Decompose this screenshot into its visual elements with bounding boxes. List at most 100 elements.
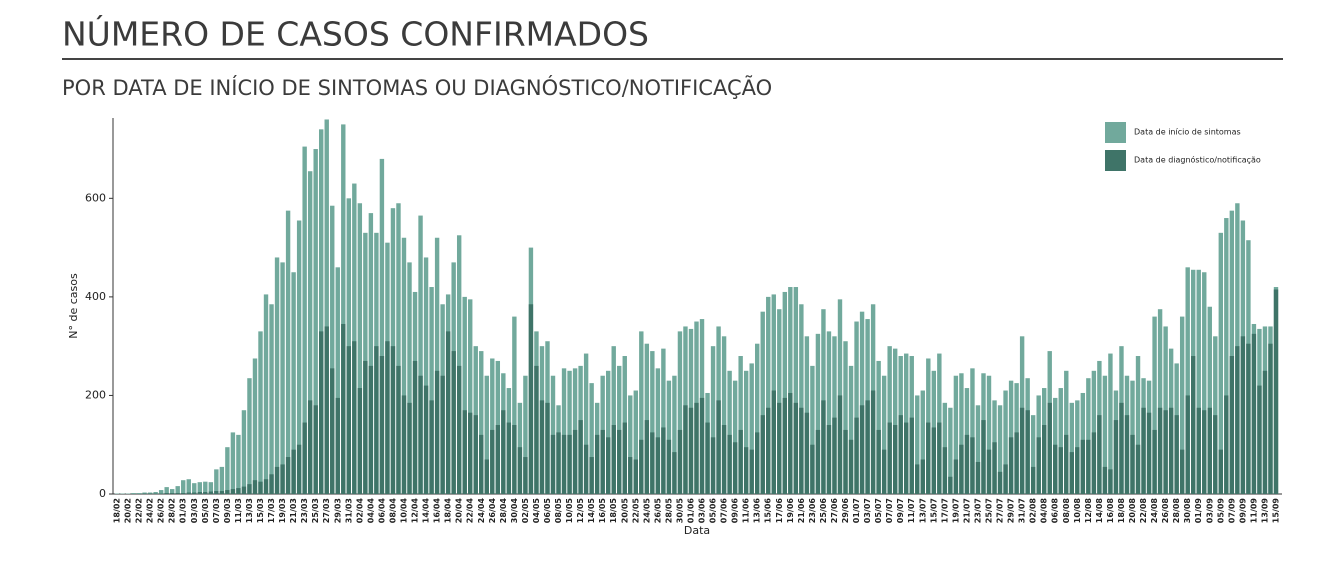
x-tick-label: 29/06 (841, 498, 850, 524)
bar (1268, 343, 1273, 494)
bar (214, 469, 219, 494)
bar (959, 444, 964, 494)
bar (1157, 407, 1163, 494)
bar (1064, 434, 1069, 494)
bar (986, 449, 992, 494)
bar (661, 427, 666, 494)
bar (330, 368, 335, 494)
x-tick-label: 30/05 (675, 498, 684, 524)
bar (225, 490, 230, 494)
bar (241, 486, 247, 494)
bar (456, 365, 462, 494)
bar (611, 425, 616, 494)
x-tick-label: 22/02 (135, 498, 144, 523)
bar (197, 482, 202, 494)
x-tick-label: 15/06 (764, 498, 773, 524)
bar (545, 402, 550, 494)
bar (887, 422, 892, 494)
bar (1064, 370, 1069, 494)
bar (368, 365, 374, 494)
bar (479, 434, 484, 494)
bar (964, 434, 970, 494)
bar (484, 375, 489, 494)
bar (258, 481, 263, 494)
bar (319, 129, 324, 494)
bar (363, 360, 368, 494)
x-tick-label: 16/05 (598, 498, 607, 524)
bar (136, 493, 142, 494)
x-tick-label: 15/09 (1272, 498, 1281, 524)
bar (302, 146, 307, 494)
y-tick-label: 600 (85, 191, 106, 204)
bar (799, 304, 804, 494)
x-tick-label: 05/09 (1216, 498, 1225, 524)
bar (997, 471, 1003, 494)
bar (561, 434, 567, 494)
bar (788, 392, 793, 494)
bar (396, 203, 401, 495)
bar (523, 375, 528, 494)
bar (1273, 289, 1279, 494)
bar (1196, 269, 1201, 494)
x-tick-label: 19/07 (951, 498, 960, 523)
bar (617, 429, 622, 494)
bar (655, 368, 661, 494)
bar (291, 272, 296, 494)
x-tick-label: 18/08 (1117, 498, 1126, 524)
bar (1102, 375, 1108, 494)
x-tick-label: 16/04 (433, 498, 442, 524)
bar (639, 331, 644, 494)
bar (357, 388, 363, 494)
bar (1102, 466, 1108, 494)
x-tick-label: 27/03 (322, 498, 331, 523)
bar (263, 479, 269, 494)
y-tick-label: 400 (85, 290, 106, 303)
bar (429, 400, 434, 494)
bar (1152, 429, 1157, 494)
x-tick-label: 16/08 (1106, 498, 1115, 524)
x-tick-label: 17/07 (940, 498, 949, 523)
bar (484, 459, 489, 494)
bar (583, 353, 589, 494)
bar (252, 480, 258, 494)
bar (517, 447, 523, 494)
bar (407, 262, 412, 494)
bar (512, 425, 517, 494)
bar (854, 417, 859, 494)
bar (1086, 378, 1091, 494)
x-tick-label: 10/05 (565, 498, 574, 524)
bar (843, 429, 848, 494)
bar (881, 449, 887, 494)
x-tick-label: 31/07 (1018, 498, 1027, 523)
bar (197, 492, 202, 494)
bar (1168, 407, 1174, 494)
x-tick-label: 08/05 (554, 498, 563, 524)
bar (782, 397, 788, 494)
bar (225, 447, 230, 494)
x-tick-label: 18/02 (113, 498, 122, 523)
bar (214, 491, 219, 494)
x-tick-label: 18/04 (444, 498, 453, 524)
x-tick-label: 07/03 (212, 498, 221, 523)
x-tick-label: 21/06 (797, 498, 806, 524)
bar (892, 348, 898, 494)
bar (1179, 449, 1185, 494)
x-tick-label: 23/07 (973, 498, 982, 523)
bar (953, 375, 959, 494)
x-tick-label: 25/06 (819, 498, 828, 524)
bar (236, 434, 241, 494)
bar (810, 444, 815, 494)
bar (203, 481, 208, 494)
x-tick-label: 08/08 (1062, 498, 1071, 524)
bar (479, 351, 484, 494)
bar (1229, 210, 1235, 494)
x-tick-label: 25/03 (311, 498, 320, 523)
bar (892, 425, 898, 494)
bar (285, 457, 291, 494)
x-tick-label: 13/06 (753, 498, 762, 524)
bar (721, 336, 727, 494)
bar (501, 410, 506, 494)
y-axis-label: N° de casos (67, 273, 80, 339)
bar (1053, 444, 1058, 494)
bar (777, 402, 782, 494)
